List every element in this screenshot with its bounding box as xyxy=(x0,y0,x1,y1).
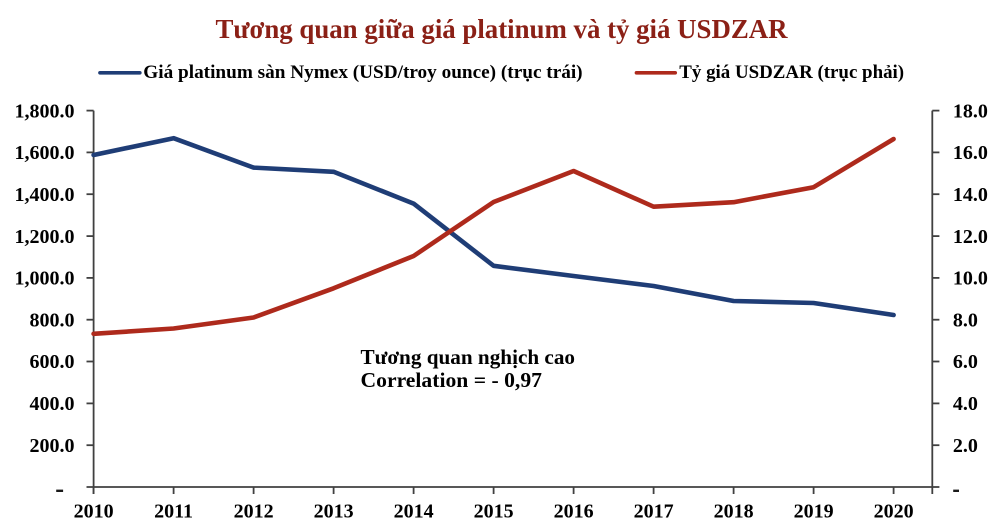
svg-text:1,200.0: 1,200.0 xyxy=(15,226,75,248)
svg-text:2012: 2012 xyxy=(234,501,274,523)
svg-text:2014: 2014 xyxy=(394,501,434,523)
svg-text:Correlation = - 0,97: Correlation = - 0,97 xyxy=(361,368,543,392)
svg-text:2018: 2018 xyxy=(714,501,754,523)
svg-text:2013: 2013 xyxy=(314,501,354,523)
svg-text:200.0: 200.0 xyxy=(30,435,75,457)
svg-text:6.0: 6.0 xyxy=(953,351,978,373)
svg-text:800.0: 800.0 xyxy=(30,309,75,331)
svg-text:2015: 2015 xyxy=(474,501,514,523)
svg-text:Tương quan giữa giá platinum v: Tương quan giữa giá platinum và tỷ giá U… xyxy=(216,14,788,44)
svg-text:1,800.0: 1,800.0 xyxy=(15,100,75,122)
svg-text:Tương quan nghịch cao: Tương quan nghịch cao xyxy=(361,345,576,369)
svg-text:2010: 2010 xyxy=(74,501,114,523)
svg-text:Giá platinum sàn Nymex (USD/tr: Giá platinum sàn Nymex (USD/troy ounce) … xyxy=(143,62,582,83)
svg-text:400.0: 400.0 xyxy=(30,393,75,415)
svg-text:2.0: 2.0 xyxy=(953,435,978,457)
svg-text:2019: 2019 xyxy=(794,501,834,523)
svg-text:2011: 2011 xyxy=(154,501,193,523)
svg-text:1,400.0: 1,400.0 xyxy=(15,184,75,206)
svg-text:Tỷ giá USDZAR (trục phải): Tỷ giá USDZAR (trục phải) xyxy=(679,62,904,83)
svg-text:16.0: 16.0 xyxy=(953,142,988,164)
svg-text:14.0: 14.0 xyxy=(953,184,988,206)
svg-text:12.0: 12.0 xyxy=(953,226,988,248)
svg-text:18.0: 18.0 xyxy=(953,100,988,122)
svg-text:1,600.0: 1,600.0 xyxy=(15,142,75,164)
svg-text:10.0: 10.0 xyxy=(953,268,988,290)
svg-text:8.0: 8.0 xyxy=(953,309,978,331)
svg-text:2016: 2016 xyxy=(554,501,594,523)
svg-text:4.0: 4.0 xyxy=(953,393,978,415)
svg-text:2020: 2020 xyxy=(874,501,914,523)
svg-text:2017: 2017 xyxy=(634,501,674,523)
svg-text:600.0: 600.0 xyxy=(30,351,75,373)
svg-text:1,000.0: 1,000.0 xyxy=(15,268,75,290)
